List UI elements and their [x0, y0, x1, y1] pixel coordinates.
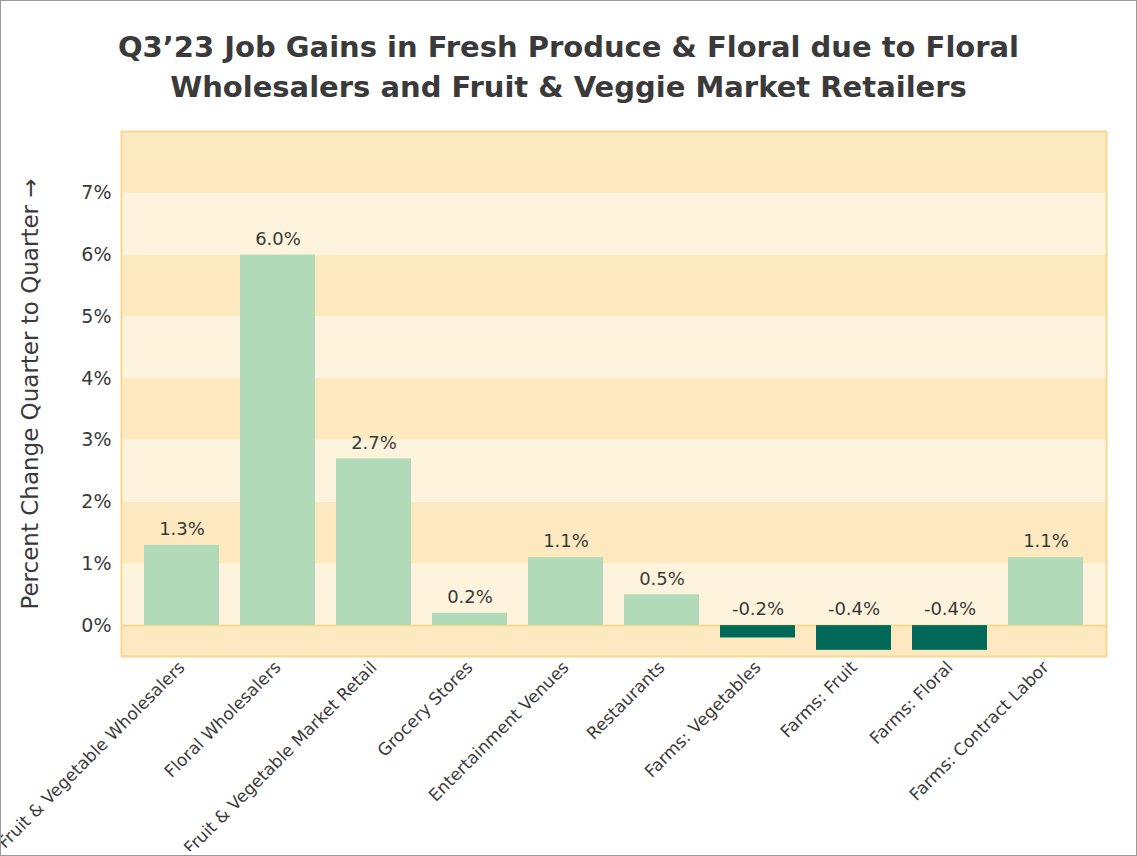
svg-text:1.3%: 1.3% — [159, 518, 205, 539]
svg-text:6.0%: 6.0% — [255, 228, 301, 249]
svg-text:1.1%: 1.1% — [543, 530, 589, 551]
svg-text:Fruit & Vegetable Wholesalers: Fruit & Vegetable Wholesalers — [1, 657, 189, 851]
svg-text:7%: 7% — [81, 181, 111, 203]
svg-text:Floral Wholesalers: Floral Wholesalers — [160, 657, 285, 782]
html-text:Q3’23 Job Gains in Fresh Produ: Q3’23 Job Gains in Fresh Produce & Flora… — [117, 30, 1020, 104]
svg-text:Farms: Fruit: Farms: Fruit — [776, 657, 861, 742]
svg-text:Farms: Floral: Farms: Floral — [866, 657, 957, 748]
svg-text:1.1%: 1.1% — [1023, 530, 1069, 551]
svg-text:Grocery Stores: Grocery Stores — [373, 657, 477, 761]
svg-text:Farms: Contract Labor: Farms: Contract Labor — [905, 657, 1052, 804]
svg-text:Fruit & Vegetable Market Retai: Fruit & Vegetable Market Retail — [180, 657, 381, 851]
svg-text:4%: 4% — [81, 367, 111, 389]
svg-text:5%: 5% — [81, 305, 111, 327]
svg-text:-0.4%: -0.4% — [828, 598, 880, 619]
svg-text:-0.4%: -0.4% — [924, 598, 976, 619]
svg-text:Restaurants: Restaurants — [582, 657, 668, 743]
svg-text:0.2%: 0.2% — [447, 586, 493, 607]
svg-text:2%: 2% — [81, 490, 111, 512]
svg-text:Farms: Vegetables: Farms: Vegetables — [640, 657, 764, 781]
svg-text:0.5%: 0.5% — [639, 567, 685, 588]
svg-text:-0.2%: -0.2% — [732, 598, 784, 619]
svg-text:1%: 1% — [81, 552, 111, 574]
svg-text:6%: 6% — [81, 243, 111, 265]
svg-text:0%: 0% — [81, 614, 111, 636]
svg-text:Percent Change Quarter to Quar: Percent Change Quarter to Quarter → — [17, 178, 43, 609]
svg-text:Entertainment Venues: Entertainment Venues — [424, 657, 572, 805]
svg-text:3%: 3% — [81, 428, 111, 450]
svg-text:2.7%: 2.7% — [351, 432, 397, 453]
